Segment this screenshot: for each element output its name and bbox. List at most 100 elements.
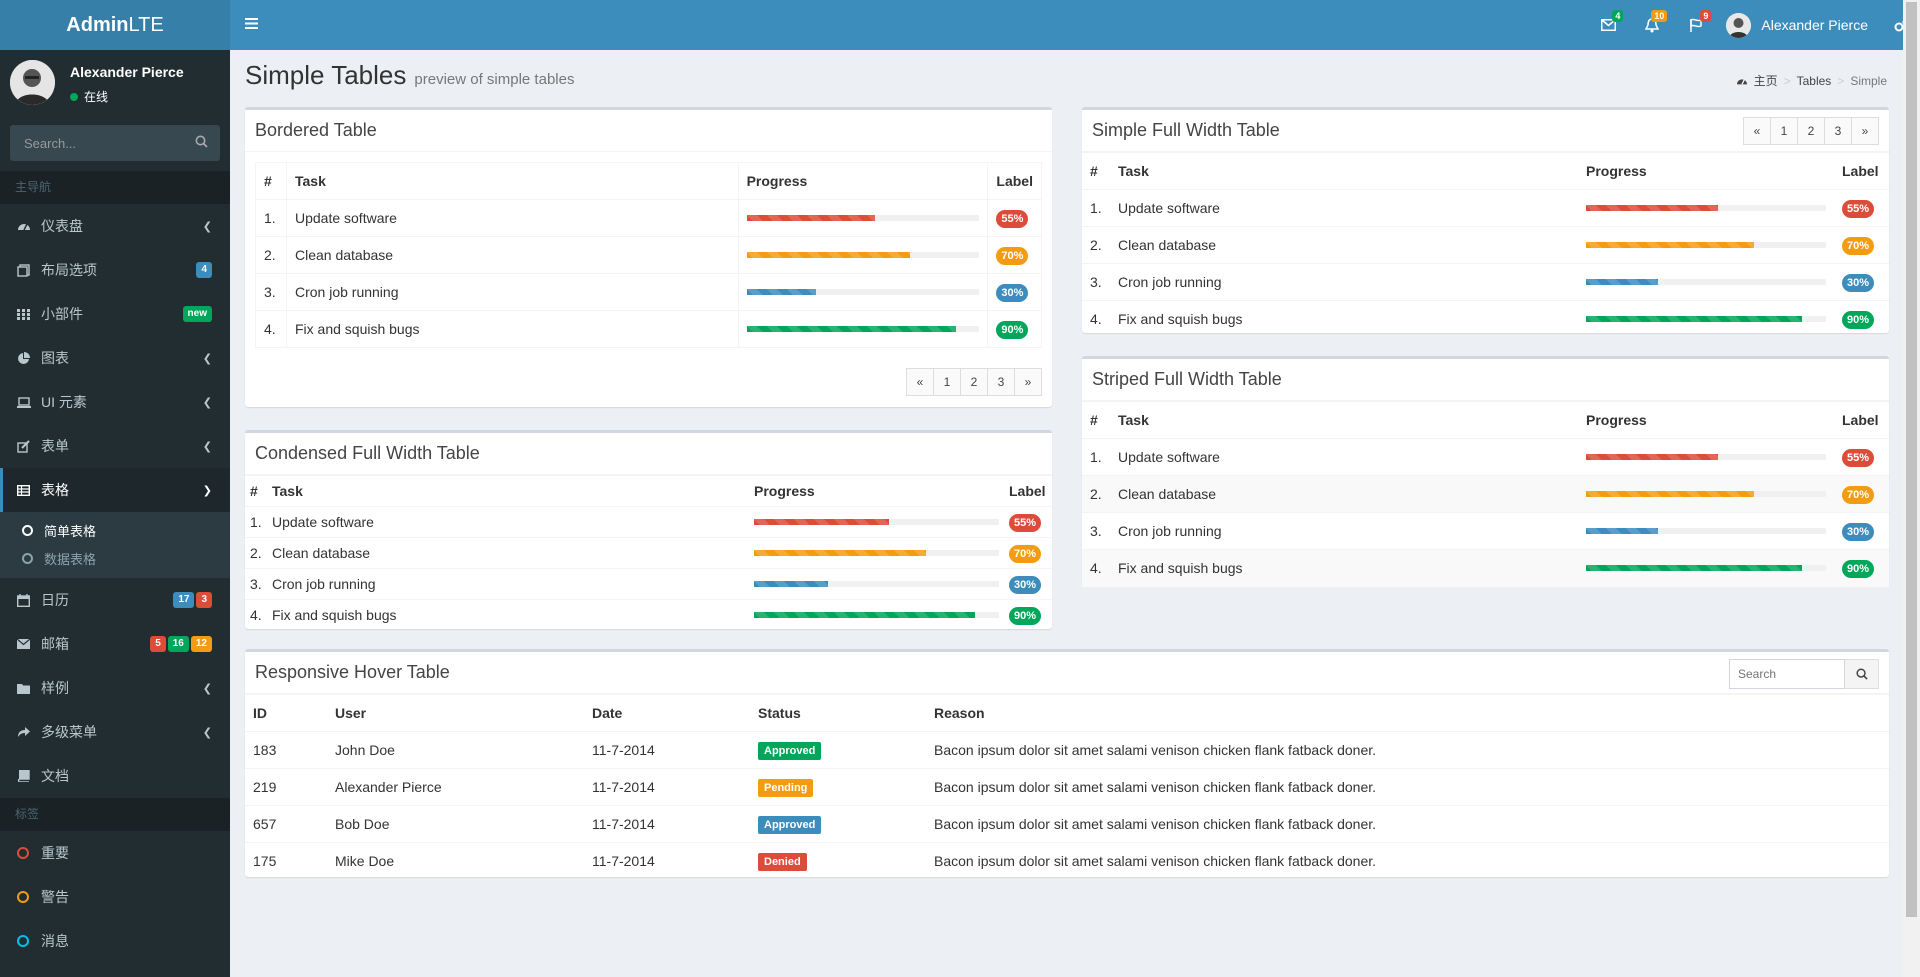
label-cell: 90% [1834, 300, 1889, 338]
task-name: Update software [1110, 438, 1578, 476]
row-number: 3. [1082, 263, 1110, 301]
row-id: 219 [245, 768, 327, 806]
row-user: Alexander Pierce [327, 768, 584, 806]
sidebar-search-input[interactable] [10, 135, 180, 151]
sidebar-label-warning[interactable]: 警告 [0, 875, 230, 919]
column-header: Progress [1578, 152, 1834, 190]
pagination-page[interactable]: 3 [987, 368, 1015, 396]
progress-bar [754, 581, 999, 587]
breadcrumb-tables[interactable]: Tables [1796, 73, 1832, 88]
page-subtitle: preview of simple tables [414, 71, 575, 88]
sidebar-item-layout[interactable]: 布局选项 4 [0, 248, 230, 292]
sidebar-item-docs[interactable]: 文档 [0, 754, 230, 798]
flag-icon [1690, 18, 1703, 32]
table-row[interactable]: 175 Mike Doe 11-7-2014 Denied Bacon ipsum do… [245, 842, 1889, 880]
row-date: 11-7-2014 [584, 842, 750, 880]
sidebar-item-data-tables[interactable]: 数据表格 [0, 544, 230, 572]
task-name: Clean database [1110, 226, 1578, 264]
label-cell: 55% [1834, 438, 1889, 476]
pagination-next[interactable]: » [1851, 117, 1879, 145]
table-search-input[interactable] [1729, 659, 1845, 689]
task-name: Cron job running [285, 273, 739, 311]
sidebar-item-simple-tables[interactable]: 简单表格 [0, 516, 230, 544]
sidebar-item-multilevel[interactable]: 多级菜单 ❮ [0, 710, 230, 754]
logo[interactable]: AdminLTE [0, 0, 230, 50]
bordered-table-box: Bordered Table # Task Progress Label 1. Updat… [245, 107, 1052, 407]
scrollbar[interactable] [1903, 0, 1920, 977]
messages-menu[interactable]: 4 [1586, 0, 1630, 50]
sidebar-avatar [10, 60, 55, 105]
breadcrumb-home[interactable]: 主页 [1753, 74, 1778, 88]
row-user: Mike Doe [327, 842, 584, 880]
row-reason: Bacon ipsum dolor sit amet salami veniso… [926, 768, 1889, 806]
row-reason: Bacon ipsum dolor sit amet salami veniso… [926, 731, 1889, 769]
sidebar-item-widgets[interactable]: 小部件 new [0, 292, 230, 336]
sidebar-item-mailbox[interactable]: 邮箱 5 16 12 [0, 622, 230, 666]
table-row: 3. Cron job running 30% [245, 568, 1052, 600]
table-row: 2. Clean database 70% [1082, 475, 1889, 513]
row-number: 1. [255, 199, 287, 237]
progress-fill [1586, 242, 1754, 248]
table-row: 3. Cron job running 30% [1082, 263, 1889, 301]
table-row: 2. Clean database 70% [1082, 226, 1889, 264]
box-title: Responsive Hover Table [255, 662, 450, 682]
table-row: 1. Update software 55% [1082, 189, 1889, 227]
table-row[interactable]: 657 Bob Doe 11-7-2014 Approved Bacon ipsum d… [245, 805, 1889, 843]
user-menu[interactable]: Alexander Pierce [1718, 0, 1882, 50]
mailbox-badge: 5 [150, 636, 166, 652]
column-header: Date [584, 694, 750, 732]
sidebar-label-info[interactable]: 消息 [0, 919, 230, 963]
box-title: Simple Full Width Table [1092, 120, 1280, 140]
table-icon [17, 484, 31, 496]
table-row: 1. Update software 55% [245, 506, 1052, 538]
row-number: 2. [1082, 475, 1110, 513]
progress-bar [1586, 454, 1826, 460]
status-badge: Denied [758, 852, 807, 871]
task-name: Update software [285, 199, 739, 237]
column-header: Progress [737, 162, 989, 200]
sidebar-item-calendar[interactable]: 日历 17 3 [0, 578, 230, 622]
tasks-menu[interactable]: 9 [1674, 0, 1718, 50]
column-header: # [245, 475, 267, 507]
row-number: 4. [1082, 549, 1110, 587]
pagination-page[interactable]: 2 [960, 368, 988, 396]
sidebar-item-tables[interactable]: 表格 ❯ [0, 468, 230, 512]
pagination-page[interactable]: 2 [1797, 117, 1825, 145]
column-header: # [255, 162, 287, 200]
task-name: Cron job running [267, 568, 749, 600]
pagination-page[interactable]: 1 [933, 368, 961, 396]
pagination-prev[interactable]: « [906, 368, 934, 396]
pagination-page[interactable]: 3 [1824, 117, 1852, 145]
pagination-next[interactable]: » [1014, 368, 1042, 396]
tables-submenu: 简单表格 数据表格 [0, 512, 230, 578]
row-number: 4. [255, 310, 287, 348]
progress-cell [737, 310, 989, 348]
progress-badge: 90% [1842, 310, 1875, 329]
progress-fill [746, 215, 875, 221]
progress-cell [749, 599, 1004, 631]
sidebar-toggle-button[interactable] [230, 0, 272, 50]
pagination-page[interactable]: 1 [1770, 117, 1798, 145]
pagination-prev[interactable]: « [1743, 117, 1771, 145]
sidebar-item-ui[interactable]: UI 元素 ❮ [0, 380, 230, 424]
calendar-badge: 17 [173, 592, 195, 608]
sidebar-item-forms[interactable]: 表单 ❮ [0, 424, 230, 468]
scrollbar-thumb[interactable] [1906, 2, 1917, 917]
progress-cell [1578, 438, 1834, 476]
progress-bar [746, 215, 980, 221]
table-row[interactable]: 183 John Doe 11-7-2014 Approved Bacon ipsum … [245, 731, 1889, 769]
table-search-button[interactable] [1845, 659, 1879, 689]
sidebar-item-charts[interactable]: 图表 ❮ [0, 336, 230, 380]
column-header: Label [987, 162, 1042, 200]
progress-fill [1586, 279, 1658, 285]
sidebar-label-important[interactable]: 重要 [0, 831, 230, 875]
row-reason: Bacon ipsum dolor sit amet salami veniso… [926, 805, 1889, 843]
table-row[interactable]: 219 Alexander Pierce 11-7-2014 Pending Bacon… [245, 768, 1889, 806]
table-row: 3. Cron job running 30% [255, 273, 1042, 311]
status-badge: Approved [758, 815, 822, 834]
sidebar-item-examples[interactable]: 样例 ❮ [0, 666, 230, 710]
sidebar-item-dashboard[interactable]: 仪表盘 ❮ [0, 204, 230, 248]
notifications-menu[interactable]: 10 [1630, 0, 1674, 50]
task-name: Clean database [1110, 475, 1578, 513]
search-icon[interactable] [195, 135, 208, 151]
